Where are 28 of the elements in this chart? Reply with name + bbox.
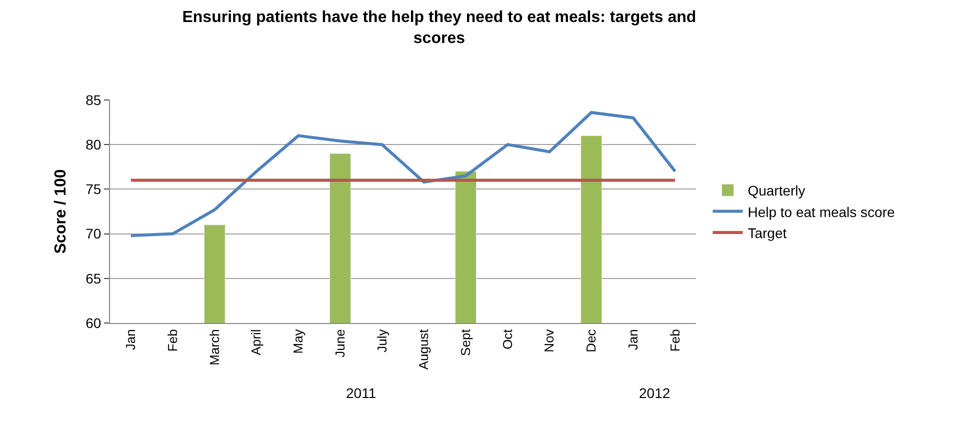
line-series [129, 110, 677, 238]
text: 2011 [346, 385, 376, 401]
x-tick-label: Feb [165, 329, 180, 352]
legend-label: Quarterly [748, 182, 806, 199]
y-tick-label: 75 [86, 181, 102, 198]
x-tick-label: Sept [458, 328, 474, 356]
x-tick-label: Dec [584, 328, 599, 352]
x-tick-label: March [206, 329, 222, 366]
text: 2012 [639, 385, 670, 401]
x-tick-label: April [248, 329, 264, 356]
x-tick-label: August [416, 328, 432, 370]
x-tick-label: Oct [500, 328, 515, 350]
legend-label: Help to eat meals score [748, 204, 895, 220]
y-tick-label: 80 [86, 136, 102, 152]
x-tick-label: Jan [123, 329, 138, 350]
chart-title: Ensuring patients have the help they need to eat meals: targets and scores [182, 9, 696, 47]
y-tick-label: 65 [86, 270, 102, 286]
x-tick-label: July [374, 328, 390, 352]
legend-label: Target [748, 224, 787, 241]
y-tick-label: 70 [86, 226, 102, 242]
x-tick-label: June [332, 329, 348, 358]
y-tick-label: 85 [86, 92, 102, 108]
y-axis-title: Score / 100 [52, 169, 70, 254]
y-tick-label: 60 [86, 314, 102, 331]
x-tick-label: Feb [667, 329, 682, 352]
x-tick-label: Jan [625, 329, 640, 350]
x-tick-label: May [290, 328, 306, 354]
x-tick-label: Nov [542, 328, 557, 352]
